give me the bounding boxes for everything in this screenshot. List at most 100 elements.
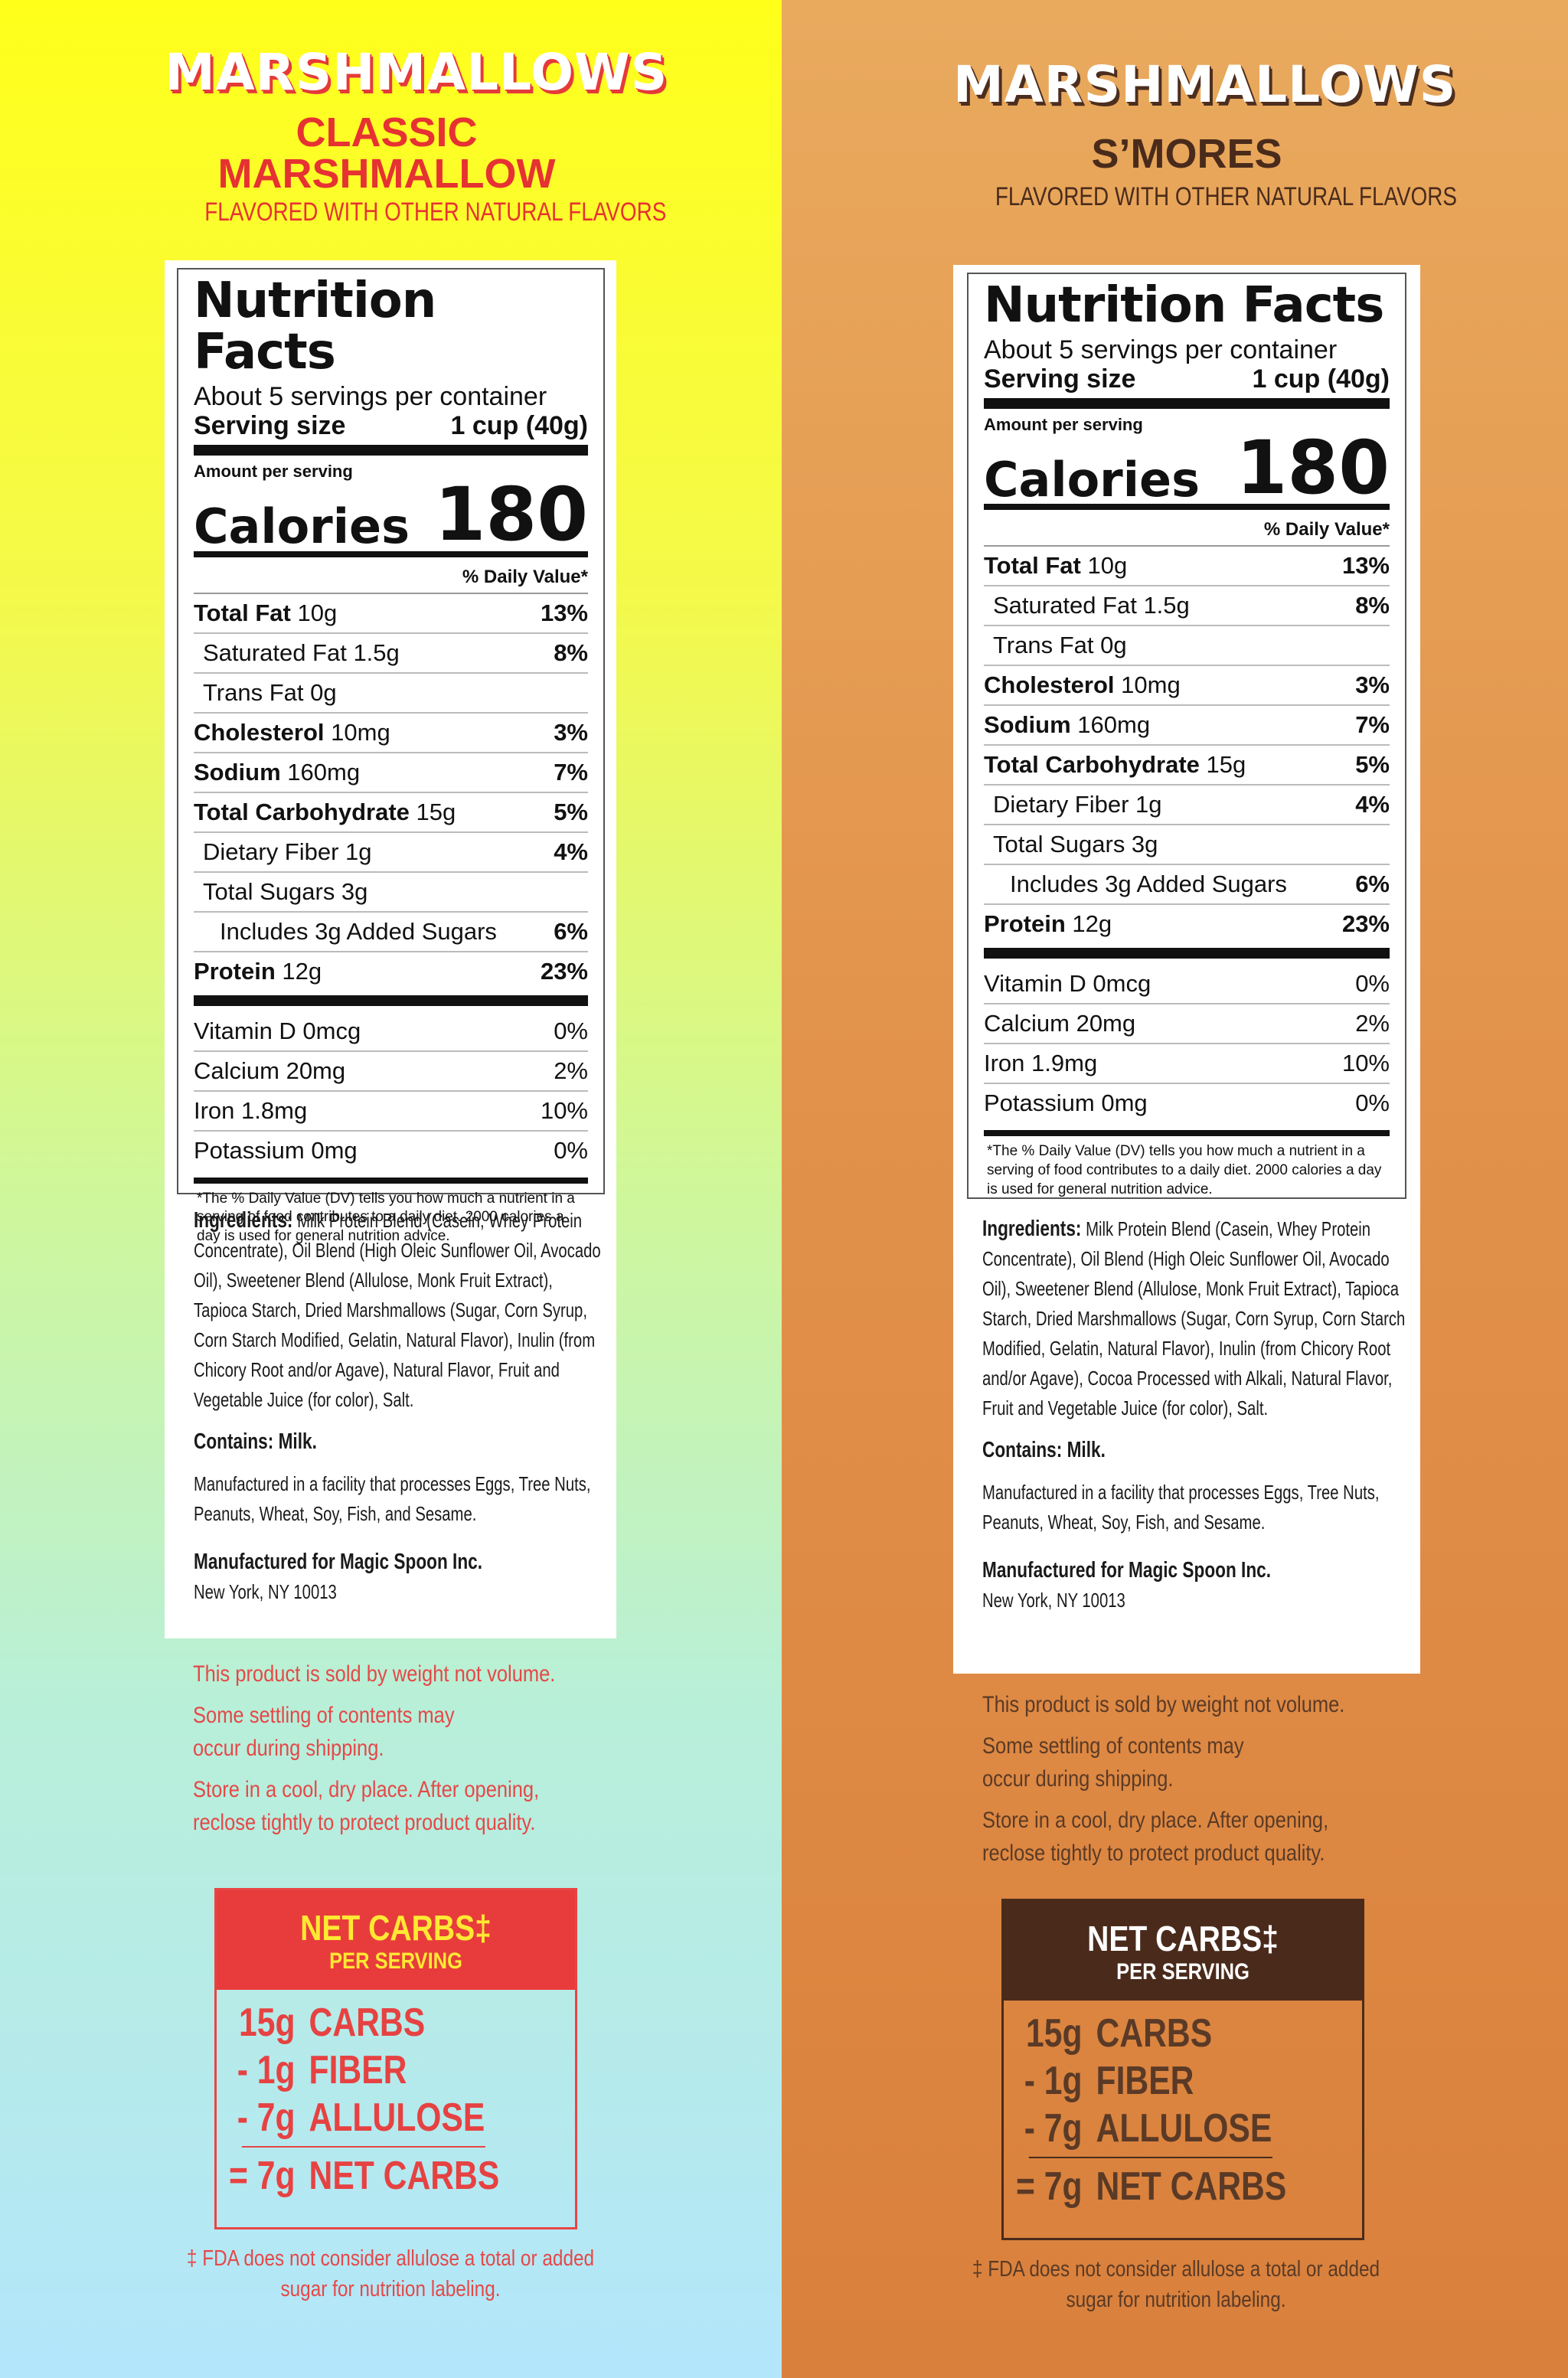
vitamin-daily-value: 2% [1355, 1010, 1390, 1037]
nutrient-label: Saturated Fat 1.5g [984, 586, 1190, 625]
allergen-contains: Contains: Milk. [982, 1436, 1410, 1465]
serving-size-label: Serving size [984, 364, 1136, 394]
nutrient-name: Dietary Fiber 1g [993, 791, 1162, 818]
vitamin-row: Iron 1.8mg 10% [194, 1092, 588, 1132]
divider-medium [194, 550, 588, 557]
allergen-contains-text: Contains: Milk. [194, 1429, 317, 1454]
vitamin-daily-value: 10% [540, 1096, 588, 1124]
vitamin-row: Calcium 20mg 2% [984, 1004, 1390, 1045]
note-storage: Store in a cool, dry place. After openin… [982, 1808, 1329, 1866]
divider-thick [984, 397, 1390, 409]
note-weight: This product is sold by weight not volum… [982, 1692, 1345, 1717]
note-settling: Some settling of contents may occur duri… [982, 1733, 1244, 1792]
ingredients-label: Ingredients: [194, 1208, 293, 1233]
nutrient-row: Total Fat 10g 13% [194, 594, 588, 634]
calc-term: CARBS [309, 2001, 426, 2045]
nutrient-label: Sodium 160mg [984, 706, 1150, 744]
nutrient-daily-value: 7% [554, 758, 588, 786]
divider-thick [984, 948, 1390, 959]
nutrient-name: Trans Fat 0g [203, 678, 337, 706]
calc-term: ALLULOSE [1096, 2106, 1272, 2151]
per-serving-label: PER SERVING [329, 1948, 462, 1974]
vitamin-label: Potassium 0mg [194, 1136, 358, 1164]
net-carbs-title: NET CARBS‡ [300, 1908, 492, 1948]
nutrient-row: Total Carbohydrate 15g 5% [194, 793, 588, 833]
calc-term: FIBER [1096, 2059, 1194, 2103]
nutrient-name: Cholesterol [984, 671, 1115, 699]
vitamin-row: Iron 1.9mg 10% [984, 1044, 1390, 1085]
ingredients-paragraph: Ingredients: Milk Protein Blend (Casein,… [194, 1206, 606, 1415]
calc-amount: 15g [1026, 2011, 1083, 2056]
manufacturer-address: New York, NY 10013 [982, 1589, 1125, 1612]
nutrient-daily-value: 8% [1355, 592, 1390, 619]
nutrient-label: Total Carbohydrate 15g [194, 793, 456, 831]
nutrient-name: Saturated Fat 1.5g [203, 639, 400, 666]
nutrient-amount: 160mg [1077, 711, 1151, 739]
nutrient-daily-value: 7% [1355, 711, 1390, 739]
manufacturer-name: Manufactured for Magic Spoon Inc. [982, 1558, 1272, 1583]
ingredients-section: Ingredients: Milk Protein Blend (Casein,… [982, 1214, 1411, 1615]
header: MARSHMALLOWS S’MORES FLAVORED WITH OTHER… [953, 55, 1457, 212]
nutrient-row: Total Fat 10g 13% [984, 547, 1390, 587]
vitamin-label: Vitamin D 0mcg [984, 970, 1152, 998]
nutrient-daily-value: 23% [1341, 910, 1390, 938]
nutrient-name: Total Sugars 3g [993, 831, 1158, 858]
note-weight: This product is sold by weight not volum… [193, 1661, 556, 1687]
vitamin-daily-value: 10% [1341, 1050, 1390, 1077]
facility-statement: Manufactured in a facility that processe… [982, 1481, 1380, 1534]
vitamin-label: Potassium 0mg [984, 1089, 1148, 1117]
nutrient-name: Protein [984, 910, 1066, 938]
calc-amount: - 1g [1024, 2059, 1083, 2103]
vitamin-label: Vitamin D 0mcg [194, 1017, 361, 1044]
nutrition-facts-title: Nutrition Facts [984, 277, 1384, 334]
nutrient-label: Cholesterol 10mg [984, 666, 1181, 704]
nutrient-row: Dietary Fiber 1g 4% [194, 833, 588, 873]
nutrient-daily-value: 3% [554, 718, 588, 746]
nutrient-name: Total Carbohydrate [984, 751, 1200, 779]
nutrient-row: Sodium 160mg 7% [194, 753, 588, 793]
classic-marshmallow-panel: MARSHMALLOWS CLASSIC MARSHMALLOW FLAVORE… [0, 0, 782, 2378]
manufacturer-name: Manufactured for Magic Spoon Inc. [194, 1550, 483, 1574]
vitamin-daily-value: 0% [1355, 970, 1390, 998]
allergen-contains: Contains: Milk. [194, 1427, 606, 1457]
calc-line: - 1g FIBER [1004, 2057, 1298, 2105]
nutrient-row: Trans Fat 0g [984, 626, 1390, 667]
net-carbs-calculation: 15g CARBS - 1g FIBER - 7g ALLULOSE = 7g NET CAR… [217, 1990, 511, 2200]
vitamin-row: Potassium 0mg 0% [194, 1132, 588, 1170]
nutrient-amount: 10g [1087, 552, 1128, 580]
fda-footnote: ‡ FDA does not consider allulose a total… [972, 2257, 1380, 2312]
vitamin-daily-value: 0% [554, 1136, 588, 1164]
nutrient-row: Total Sugars 3g [984, 825, 1390, 866]
subflavor: FLAVORED WITH OTHER NATURAL FLAVORS [204, 198, 667, 227]
calories-label: Calories [194, 498, 410, 554]
nutrient-row: Protein 12g 23% [984, 905, 1390, 943]
serving-size-label: Serving size [194, 410, 346, 440]
vitamin-label: Calcium 20mg [194, 1057, 346, 1084]
serving-size-value: 1 cup (40g) [450, 410, 588, 440]
divider-thick [194, 445, 588, 456]
calories-value: 180 [434, 472, 588, 558]
nutrient-row: Cholesterol 10mg 3% [984, 666, 1390, 707]
manufacturer: Manufactured for Magic Spoon Inc. [982, 1556, 1410, 1586]
nutrient-amount: 10g [297, 599, 338, 626]
calc-line: 15g CARBS [1004, 2010, 1298, 2057]
calories-label: Calories [984, 451, 1200, 508]
nutrient-label: Total Fat 10g [194, 594, 337, 632]
nutrient-amount: 15g [1206, 751, 1246, 779]
note-settling: Some settling of contents may occur duri… [193, 1703, 455, 1761]
ingredients-paragraph: Ingredients: Milk Protein Blend (Casein,… [982, 1214, 1410, 1423]
servings-per-container: About 5 servings per container [984, 335, 1338, 365]
nutrient-amount: 10mg [331, 718, 390, 746]
calc-divider [241, 2146, 485, 2148]
manufacturer: Manufactured for Magic Spoon Inc. [194, 1547, 606, 1577]
note-storage: Store in a cool, dry place. After openin… [193, 1777, 540, 1835]
daily-value-header: % Daily Value* [984, 516, 1390, 547]
flavor-line-2: MARSHMALLOW [217, 151, 556, 197]
servings-per-container: About 5 servings per container [194, 382, 547, 412]
calc-amount: - 7g [237, 2095, 296, 2140]
calc-line: - 7g ALLULOSE [217, 2094, 511, 2141]
label-card: Nutrition Facts About 5 servings per cont… [953, 265, 1420, 1674]
net-carbs-box: NET CARBS‡ PER SERVING 15g CARBS - 1g FIBER… [1001, 1899, 1364, 2240]
nutrient-label: Total Fat 10g [984, 547, 1127, 585]
brand-title: MARSHMALLOWS [953, 55, 1457, 114]
